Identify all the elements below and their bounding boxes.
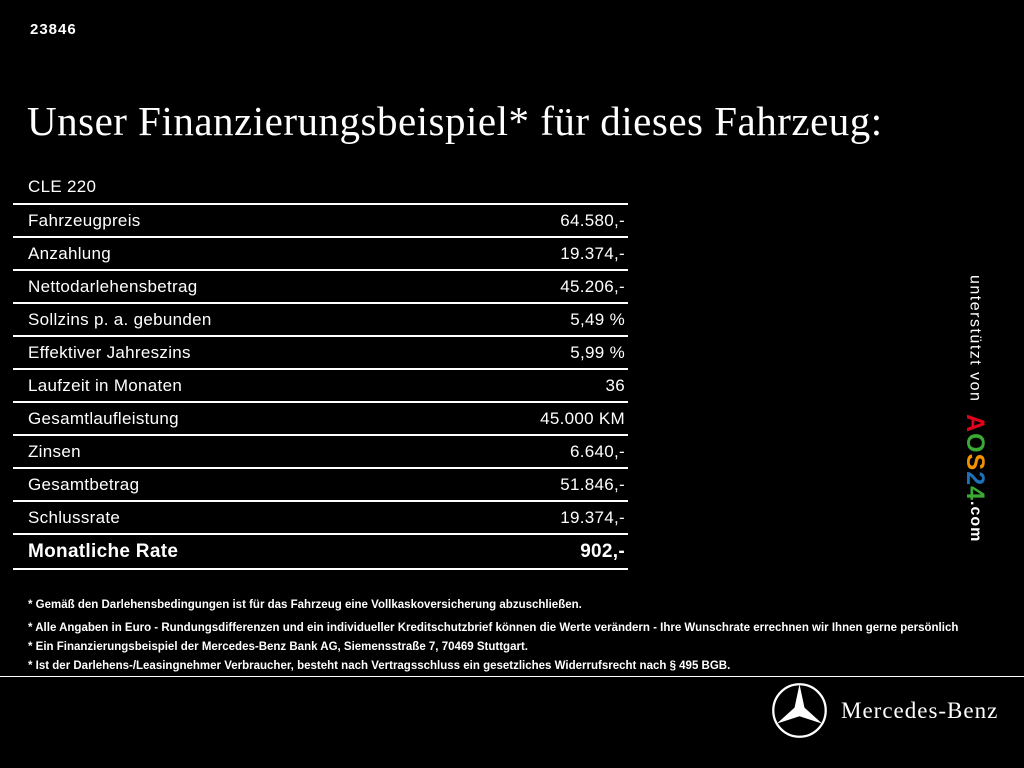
row-value: 19.374,- (560, 243, 625, 263)
footnotes: * Gemäß den Darlehensbedingungen ist für… (28, 598, 958, 678)
footer-divider (0, 676, 1024, 677)
aos24-letter: 2 (961, 471, 989, 487)
table-row: Gesamtbetrag 51.846,- (13, 467, 628, 500)
footnote: * Ist der Darlehens-/Leasingnehmer Verbr… (28, 660, 731, 672)
row-label: Schlussrate (28, 507, 121, 527)
footnote: * Ein Finanzierungsbeispiel der Mercedes… (28, 641, 528, 653)
reference-number: 23846 (30, 21, 77, 38)
aos24-letter: A (961, 414, 989, 434)
row-value: 5,99 % (570, 342, 625, 362)
row-label: Anzahlung (28, 243, 112, 263)
vehicle-model: CLE 220 (28, 177, 97, 196)
footnote: * Alle Angaben in Euro - Rundungsdiffere… (28, 622, 959, 634)
table-row: Gesamtlaufleistung 45.000 KM (13, 401, 628, 434)
row-value: 6.640,- (569, 441, 625, 461)
row-value: 45.000 KM (540, 408, 625, 428)
table-row: Nettodarlehensbetrag 45.206,- (13, 269, 628, 302)
page-title: Unser Finanzierungsbeispiel* für dieses … (27, 98, 883, 145)
row-label: Laufzeit in Monaten (28, 375, 183, 395)
table-row: Anzahlung 19.374,- (13, 236, 628, 269)
row-value: 902,- (580, 540, 625, 562)
aos24-logo: AOS24.com (960, 414, 989, 542)
row-label: Gesamtbetrag (28, 474, 140, 494)
table-row-monthly-rate: Monatliche Rate 902,- (13, 533, 628, 568)
mercedes-benz-wordmark: Mercedes-Benz (841, 698, 999, 723)
table-row: Schlussrate 19.374,- (13, 500, 628, 533)
row-value: 45.206,- (560, 276, 625, 296)
row-label: Sollzins p. a. gebunden (28, 309, 212, 329)
aos24-letter: 4 (961, 486, 989, 502)
table-row: Effektiver Jahreszins 5,99 % (13, 335, 628, 368)
row-value: 51.846,- (560, 474, 625, 494)
row-label: Effektiver Jahreszins (28, 342, 191, 362)
row-value: 5,49 % (570, 309, 625, 329)
sidebar-vertical-strip: unterstützt von AOS24.com (960, 275, 989, 543)
supported-by-label: unterstützt von (966, 275, 984, 403)
row-value: 36 (605, 375, 625, 395)
mercedes-star-icon (772, 683, 827, 738)
aos24-domain-suffix: .com (967, 501, 984, 543)
row-label: Gesamtlaufleistung (28, 408, 179, 428)
row-label: Nettodarlehensbetrag (28, 276, 198, 296)
row-label: Zinsen (28, 441, 81, 461)
table-row: Sollzins p. a. gebunden 5,49 % (13, 302, 628, 335)
table-row: Fahrzeugpreis 64.580,- (13, 203, 628, 236)
row-label: Fahrzeugpreis (28, 210, 141, 230)
table-row: Zinsen 6.640,- (13, 434, 628, 467)
aos24-letter: S (961, 453, 989, 472)
aos24-letter: O (961, 433, 989, 454)
row-value: 64.580,- (560, 210, 625, 230)
footnote: * Gemäß den Darlehensbedingungen ist für… (28, 599, 582, 611)
finance-table: Fahrzeugpreis 64.580,- Anzahlung 19.374,… (13, 203, 628, 570)
row-label: Monatliche Rate (28, 540, 179, 562)
row-value: 19.374,- (560, 507, 625, 527)
table-row: Laufzeit in Monaten 36 (13, 368, 628, 401)
